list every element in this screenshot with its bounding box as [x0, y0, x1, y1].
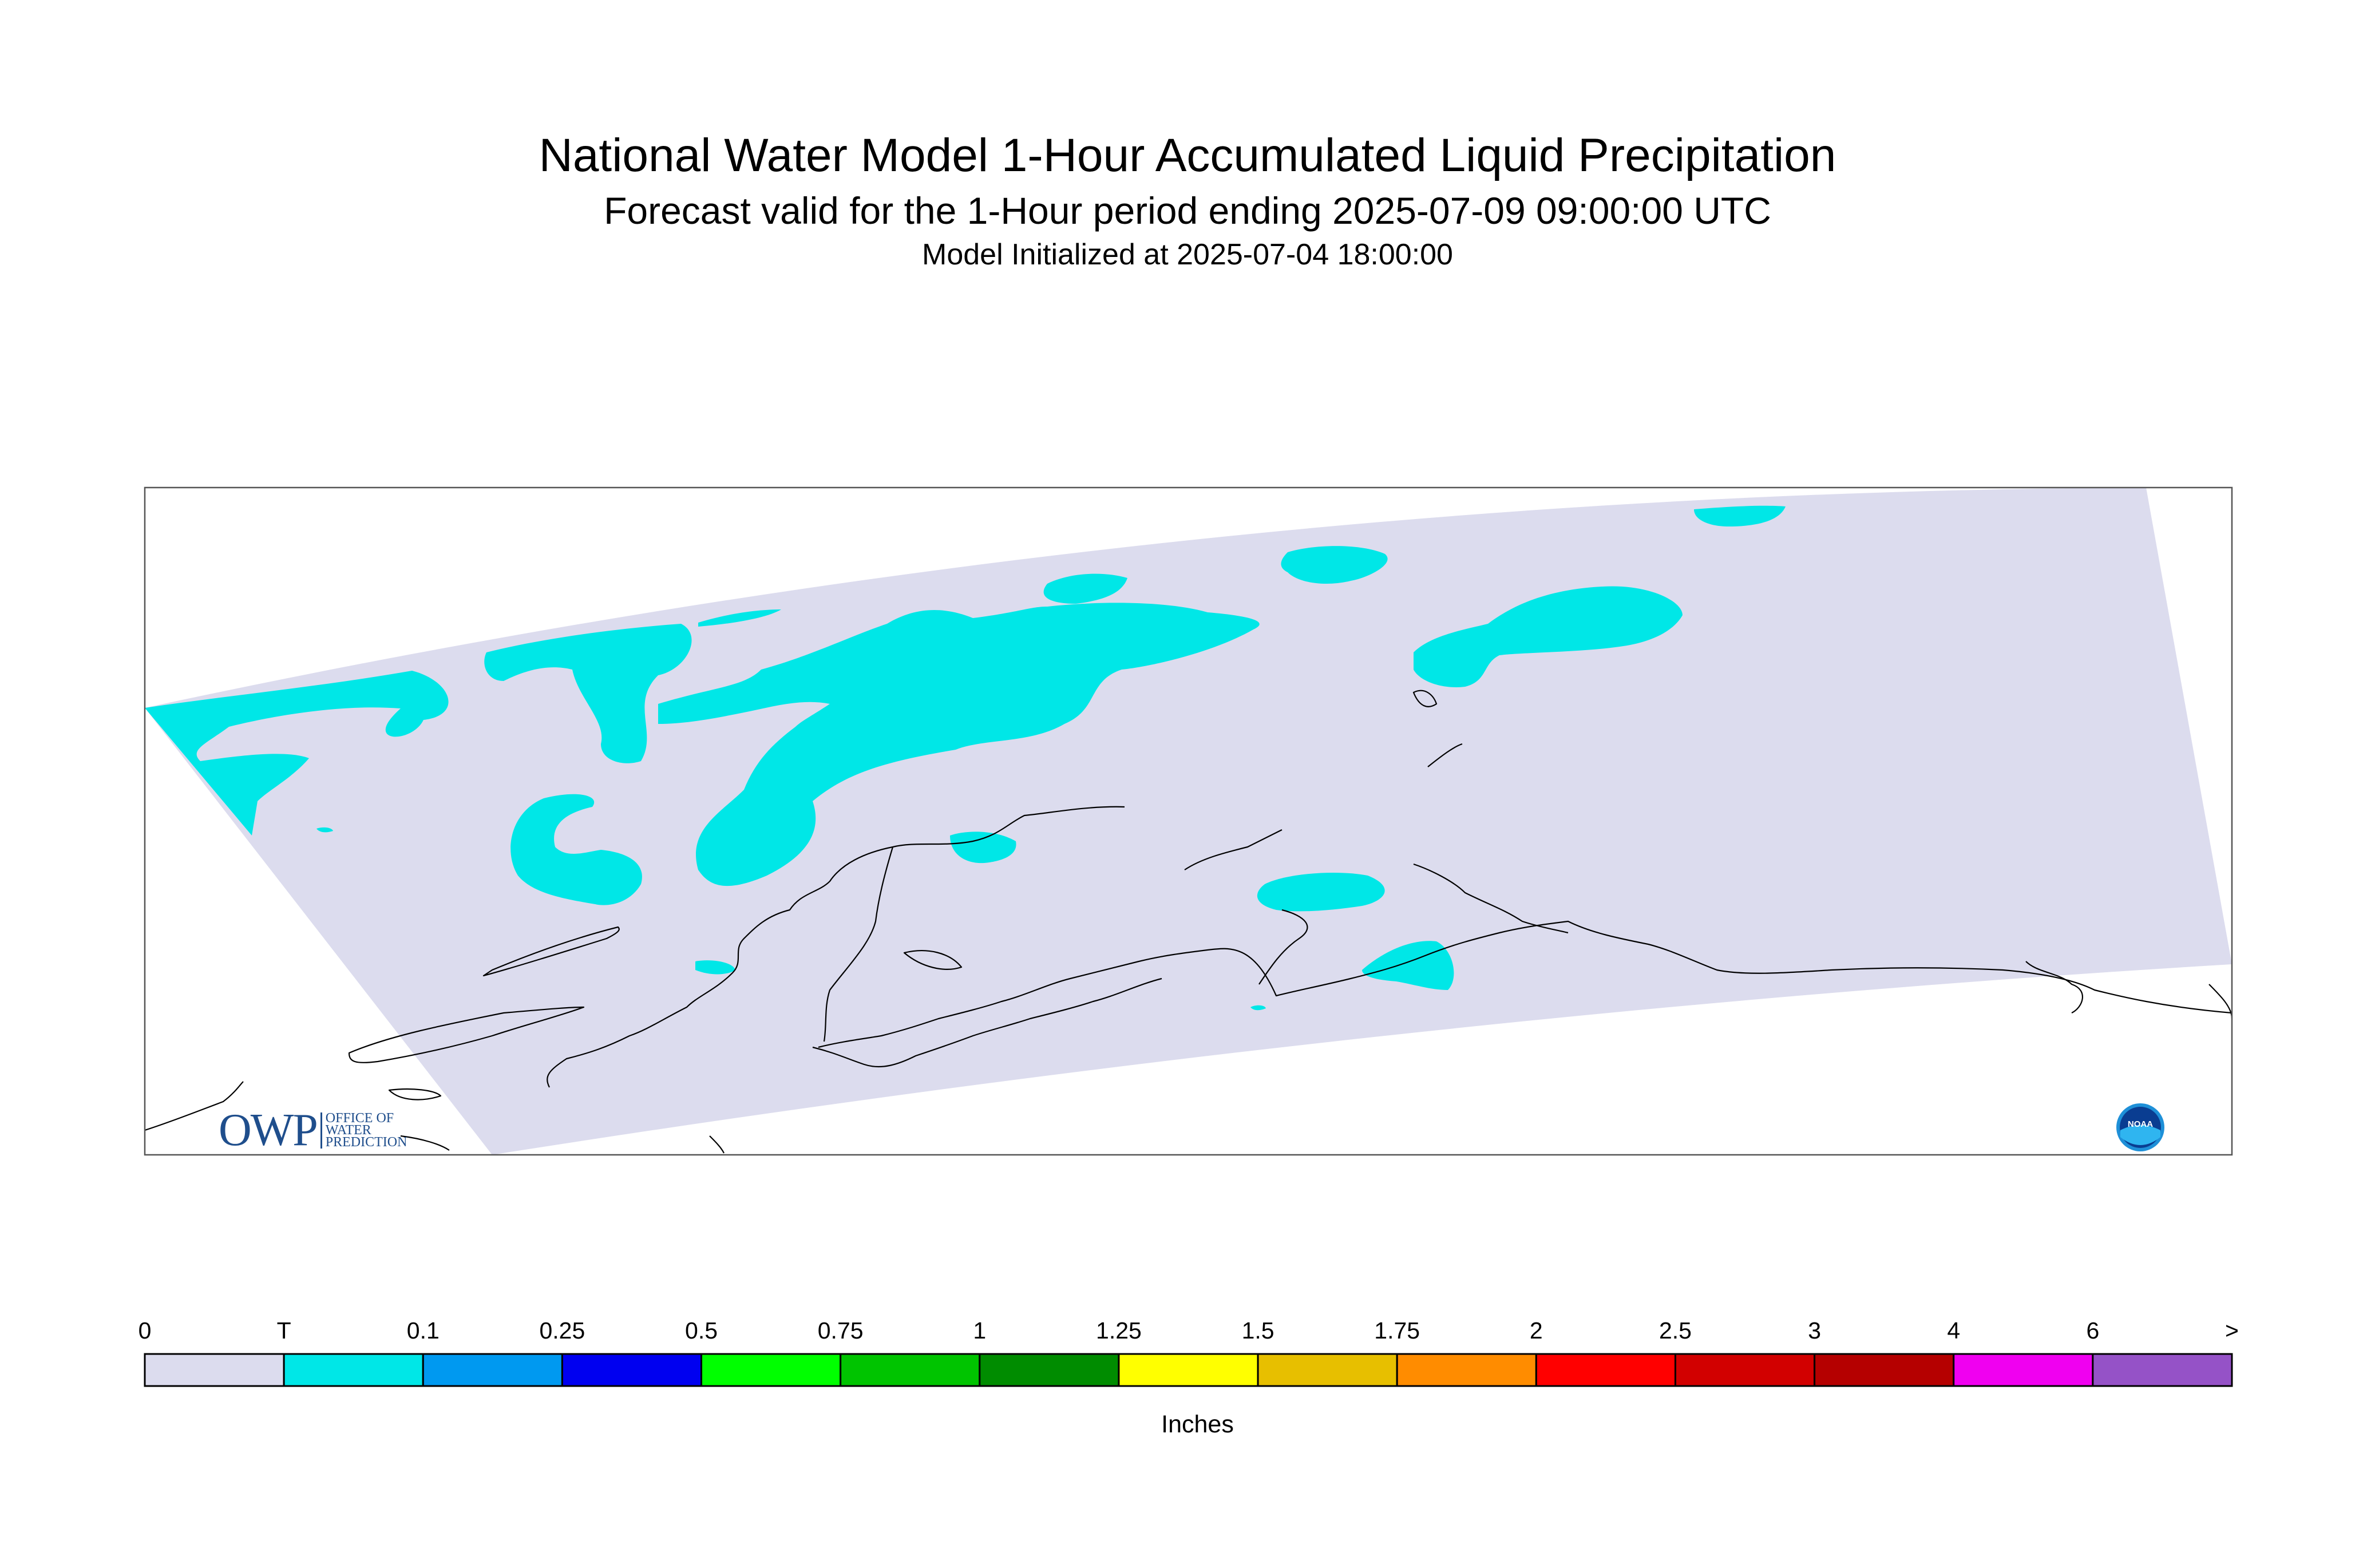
owp-logo-text: Office of Water Prediction	[320, 1110, 407, 1150]
legend-tick-label: 2.5	[1658, 1317, 1692, 1344]
precip-area-coast-1	[950, 831, 1016, 864]
precip-area-west-hook	[510, 794, 642, 905]
forecast-valid-subtitle: Forecast valid for the 1-Hour period end…	[604, 189, 1771, 232]
legend-tick-label: 2	[1529, 1317, 1543, 1344]
legend-color-box	[2092, 1353, 2233, 1387]
legend-tick-label: 0.1	[406, 1317, 440, 1344]
legend-color-box	[1814, 1353, 1955, 1387]
precip-area-northeast	[1414, 586, 1683, 687]
legend-color-box	[1953, 1353, 2094, 1387]
legend-color-box	[700, 1353, 842, 1387]
coastline-mainland-west	[547, 806, 1125, 1088]
coastline-alaska-peninsula	[812, 977, 1162, 1068]
coastline-bristol	[903, 950, 963, 970]
precipitation-areas	[145, 505, 1786, 1011]
precip-area-speck-1	[316, 827, 333, 833]
legend-color-box	[561, 1353, 703, 1387]
precip-area-west-2	[484, 624, 692, 763]
model-domain-area	[145, 488, 2232, 1155]
legend-tick-label: T	[276, 1317, 291, 1344]
coastline-west-island	[482, 926, 620, 977]
legend-tick-label: >	[2225, 1317, 2239, 1344]
legend-tick-label: 0.5	[685, 1317, 718, 1344]
coastlines	[145, 690, 2232, 1154]
coastline-small-islands	[1184, 690, 1463, 870]
legend-tick-label: 4	[1947, 1317, 1961, 1344]
noaa-logo-text: NOAA	[2128, 1119, 2153, 1129]
precip-area-north-small-4	[1694, 505, 1786, 526]
owp-logo-line: Water	[325, 1122, 371, 1138]
model-init-subtitle: Model Initialized at 2025-07-04 18:00:00	[922, 238, 1453, 271]
legend-tick-label: 0	[138, 1317, 152, 1344]
legend-tick-label: 1.25	[1096, 1317, 1142, 1344]
owp-logo-letters: OWP	[219, 1105, 318, 1155]
precip-area-coast-4	[695, 960, 735, 975]
legend-tick-label: 1	[973, 1317, 987, 1344]
coastline-inland-border	[823, 846, 894, 1042]
legend-tick-label: 1.75	[1374, 1317, 1420, 1344]
legend-color-box	[1257, 1353, 1398, 1387]
legend-color-box	[422, 1353, 563, 1387]
map-frame	[144, 486, 2233, 1156]
precipitation-color-legend	[144, 1353, 2233, 1387]
owp-logo: OWP Office of Water Prediction	[219, 1107, 407, 1153]
precip-area-north-small-1	[698, 609, 781, 627]
map-area	[145, 488, 2232, 1155]
legend-color-box	[840, 1353, 981, 1387]
precip-area-coast-2	[1257, 873, 1385, 912]
coastline-west-bay	[348, 1006, 585, 1063]
legend-color-box	[1396, 1353, 1537, 1387]
owp-logo-line: Prediction	[325, 1134, 407, 1150]
noaa-logo: NOAA	[2116, 1103, 2164, 1151]
legend-color-box	[1535, 1353, 1676, 1387]
coastline-east-inlets	[1258, 863, 1569, 985]
coastline-far-west	[145, 1081, 725, 1154]
legend-color-box	[283, 1353, 424, 1387]
precip-area-central-band	[658, 603, 1260, 886]
legend-tick-label: 6	[2086, 1317, 2100, 1344]
legend-color-box	[979, 1353, 1120, 1387]
legend-unit-label: Inches	[1161, 1411, 1234, 1438]
precip-area-speck-2	[1250, 1005, 1266, 1011]
legend-tick-label: 0.75	[817, 1317, 864, 1344]
legend-tick-label: 3	[1808, 1317, 1821, 1344]
precip-area-west-1	[145, 671, 449, 836]
legend-tick-label: 1.5	[1241, 1317, 1274, 1344]
legend-color-box	[1674, 1353, 1816, 1387]
precip-area-north-small-2	[1043, 573, 1127, 604]
legend-color-box	[1118, 1353, 1259, 1387]
legend-tick-label: 0.25	[539, 1317, 585, 1344]
owp-logo-line: Office of	[325, 1110, 394, 1126]
coastline-mainland-south	[818, 920, 2232, 1048]
precip-area-north-small-3	[1281, 546, 1388, 584]
legend-color-box	[144, 1353, 285, 1387]
map-title: National Water Model 1-Hour Accumulated …	[539, 129, 1836, 181]
